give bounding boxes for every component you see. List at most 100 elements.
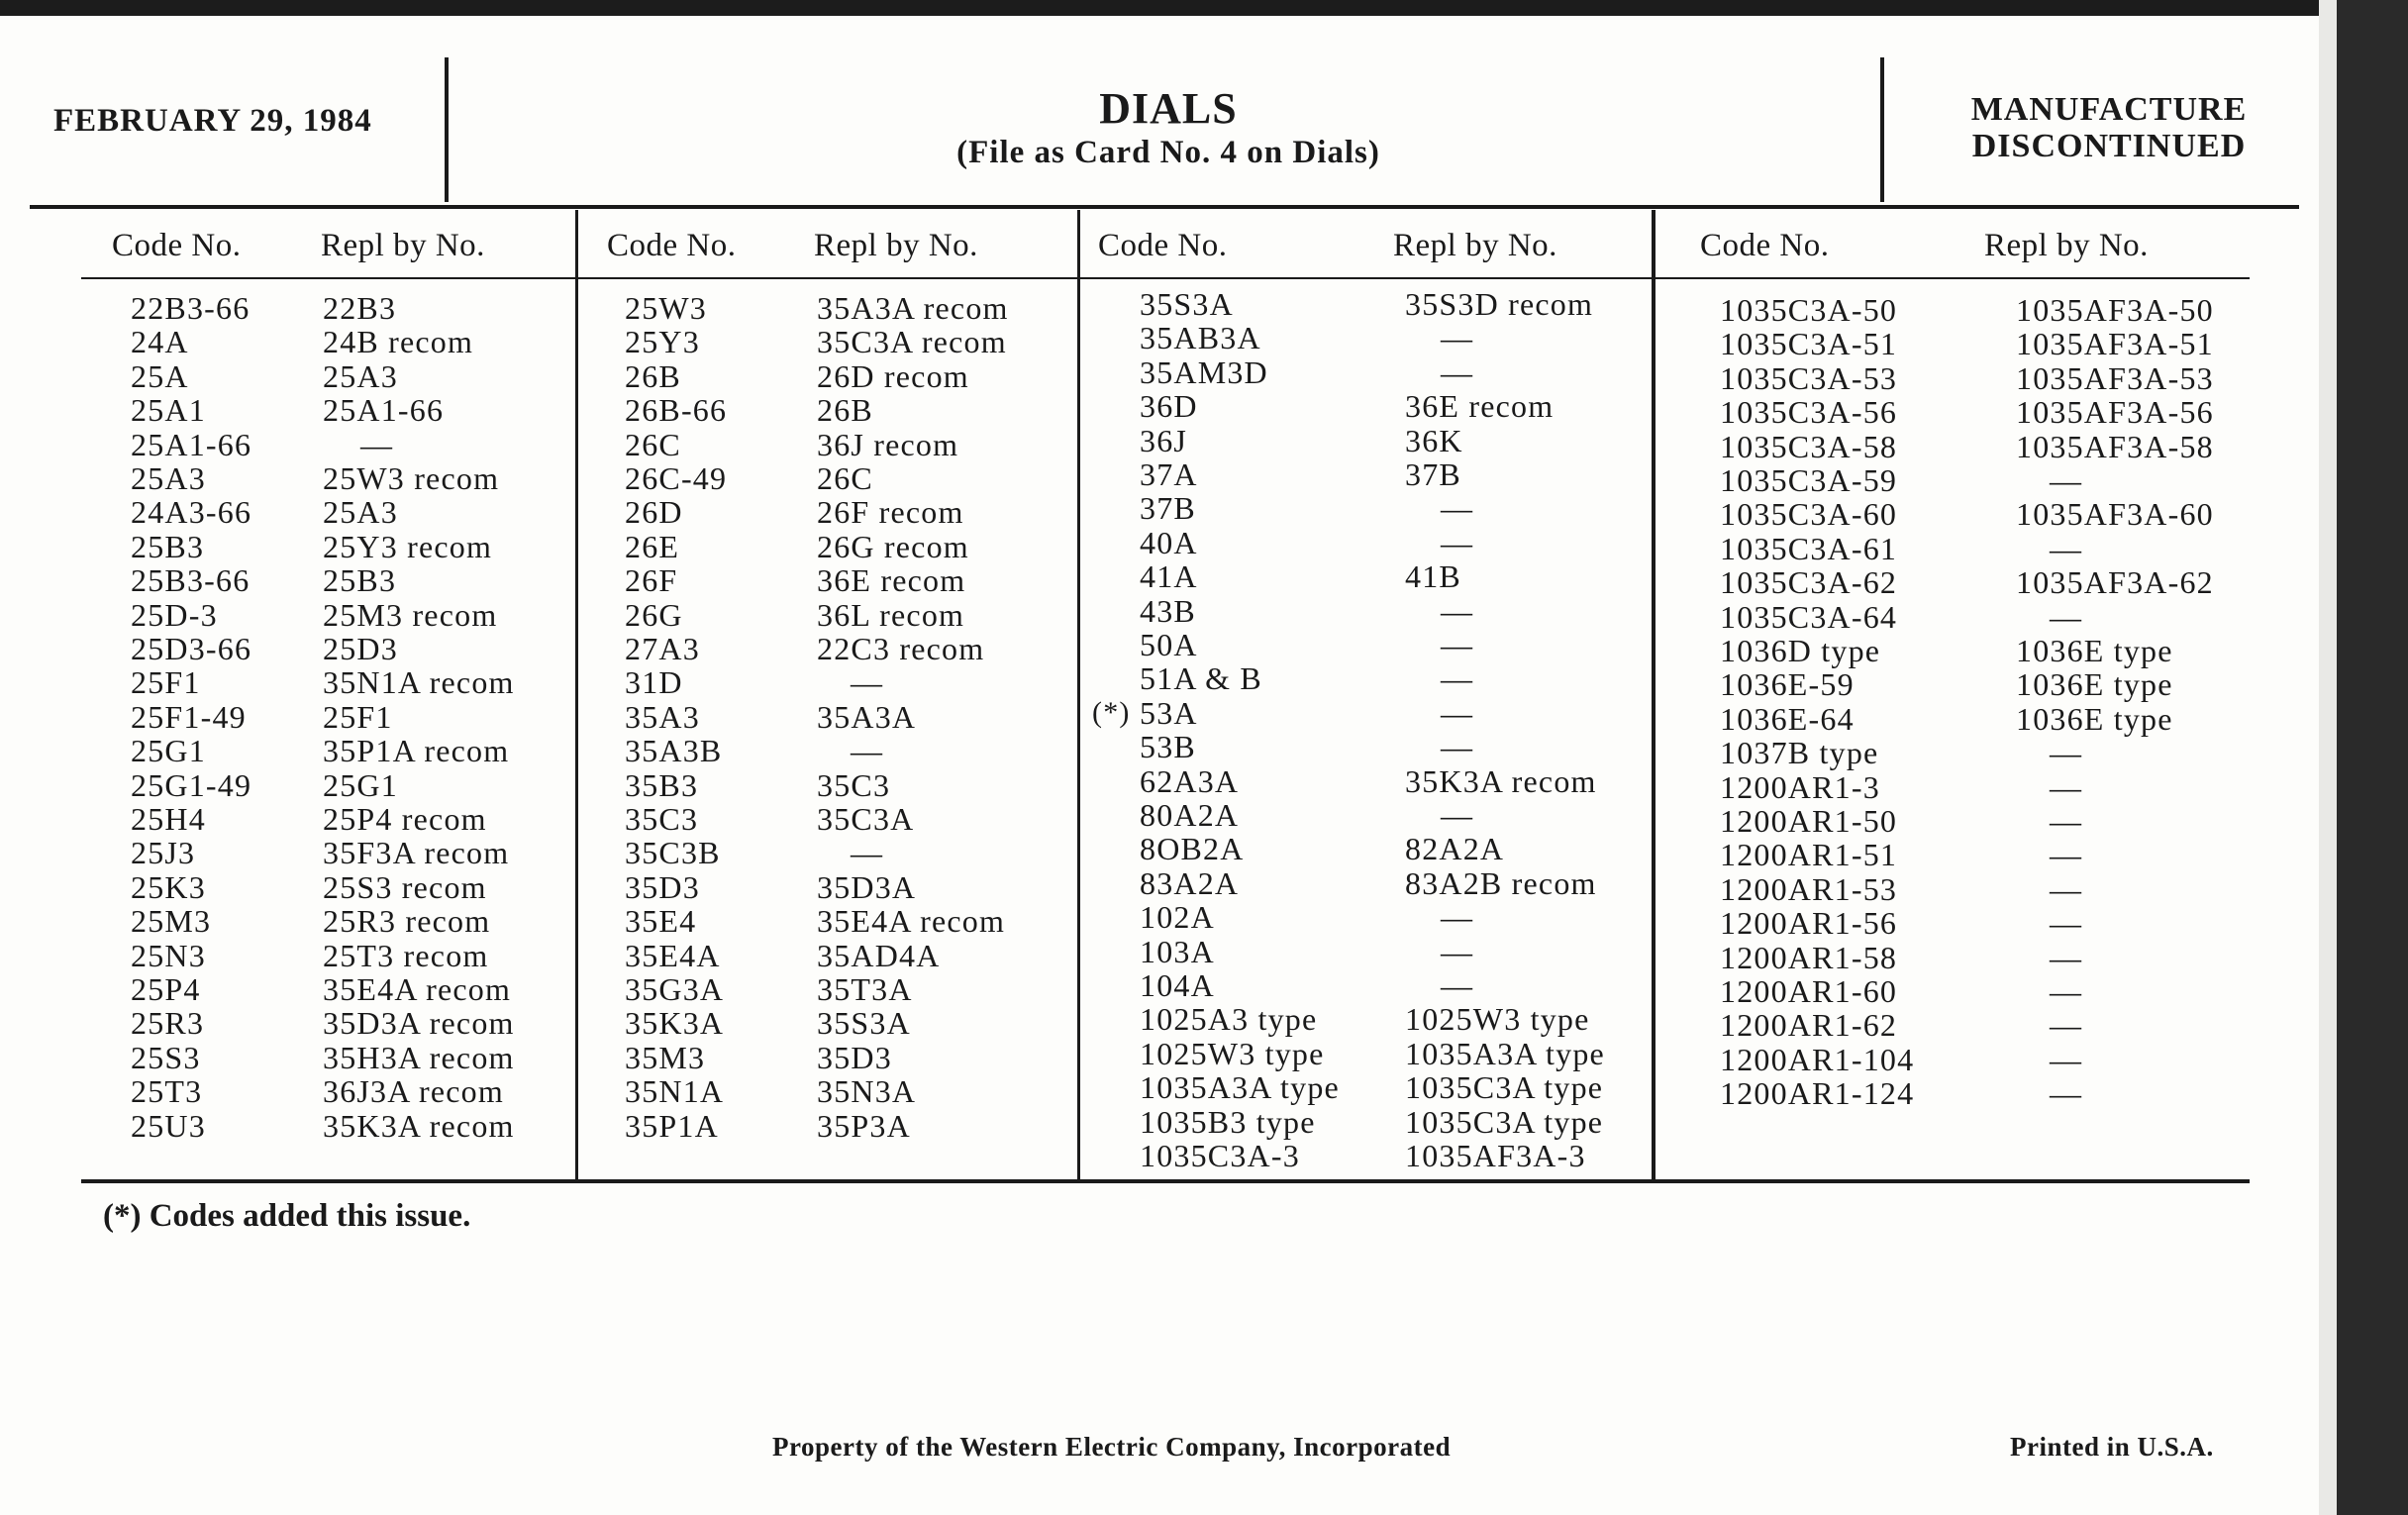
repl-by-no: 35S3A (817, 1005, 911, 1042)
repl-by-no: 36L recom (817, 596, 965, 633)
repl-by-no: — (1441, 524, 1474, 560)
repl-by-no: 1035AF3A-53 (2016, 359, 2214, 396)
code-no: 25A1-66 (131, 426, 252, 462)
code-no: 36D (1140, 388, 1198, 425)
code-no: 1035C3A-60 (1720, 496, 1898, 533)
header-rule (30, 205, 2299, 209)
repl-by-no: 1036E type (2016, 700, 2173, 737)
status-line-2: DISCONTINUED (1971, 128, 2247, 164)
code-no: 1200AR1-58 (1720, 939, 1898, 975)
code-no: 35C3B (625, 835, 721, 871)
repl-by-no: — (851, 835, 884, 871)
repl-by-no: 35P3A (817, 1107, 911, 1144)
code-no: 1035C3A-64 (1720, 598, 1898, 635)
header-divider-right (1880, 57, 1884, 202)
code-no: 25F1 (131, 664, 201, 701)
code-no: 25P4 (131, 971, 201, 1007)
repl-by-no: — (1441, 627, 1474, 662)
repl-by-no: 25Y3 recom (323, 528, 493, 564)
repl-by-no: 36J3A recom (323, 1073, 504, 1110)
code-no: 35D3 (625, 868, 700, 905)
code-no: 25A (131, 357, 189, 394)
repl-by-no: — (2050, 1007, 2083, 1044)
code-no: 1200AR1-60 (1720, 973, 1898, 1009)
code-no: 43B (1140, 592, 1196, 629)
repl-by-no: 35D3 (817, 1039, 892, 1075)
code-no: 53A (1140, 694, 1198, 731)
code-no: 1036D type (1720, 633, 1881, 668)
repl-by-no: 1035A3A type (1405, 1035, 1605, 1071)
footer-property: Property of the Western Electric Company… (772, 1432, 1452, 1462)
code-no: 1037B type (1720, 735, 1879, 771)
repl-by-no: 24B recom (323, 324, 474, 360)
column-header-rule (81, 277, 2250, 279)
repl-by-no: 25G1 (323, 766, 398, 803)
repl-by-no: — (2050, 768, 2083, 805)
code-no: 1035C3A-50 (1720, 292, 1898, 328)
repl-by-no: — (1441, 729, 1474, 765)
code-no: 83A2A (1140, 864, 1240, 901)
status-label: MANUFACTURE DISCONTINUED (1891, 91, 2327, 164)
repl-by-no: — (2050, 939, 2083, 975)
code-no: 26C-49 (625, 460, 728, 496)
repl-by-no: 25B3 (323, 562, 397, 599)
repl-by-no: 1036E type (2016, 633, 2173, 668)
column-divider-2 (1077, 210, 1080, 1181)
code-no: 26B-66 (625, 392, 728, 429)
repl-by-no: — (1441, 320, 1474, 356)
column-divider-3 (1652, 210, 1656, 1181)
repl-by-no: 35A3A (817, 698, 917, 735)
repl-by-no: 25S3 recom (323, 868, 487, 905)
repl-by-no: 35H3A recom (323, 1039, 515, 1075)
repl-by-no: — (2050, 598, 2083, 635)
issue-date: FEBRUARY 29, 1984 (53, 103, 372, 139)
repl-by-no: 26F recom (817, 494, 964, 531)
code-no: 80A2A (1140, 797, 1240, 833)
repl-by-no: 37B (1405, 456, 1461, 492)
code-no: 25W3 (625, 290, 708, 326)
repl-by-no: 1035AF3A-56 (2016, 394, 2214, 431)
repl-by-no: 26B (817, 392, 873, 429)
code-no: 25K3 (131, 868, 206, 905)
repl-by-no: — (2050, 870, 2083, 907)
code-no: 35AB3A (1140, 320, 1261, 356)
code-no: 1200AR1-124 (1720, 1075, 1915, 1112)
repl-by-no: 35C3 (817, 766, 891, 803)
code-no: 1035C3A-3 (1140, 1138, 1300, 1173)
code-no: 25S3 (131, 1039, 201, 1075)
repl-by-no: 36E recom (1405, 388, 1555, 425)
code-no: 35K3A (625, 1005, 725, 1042)
scan-top-border (0, 0, 2408, 16)
repl-by-no: 26D recom (817, 357, 969, 394)
code-no: 1025W3 type (1140, 1035, 1325, 1071)
repl-by-no: 35K3A recom (1405, 762, 1597, 799)
repl-by-no: 82A2A (1405, 831, 1505, 867)
code-no: 25H4 (131, 801, 206, 837)
repl-by-no: 25T3 recom (323, 937, 489, 973)
repl-by-no: — (2050, 803, 2083, 839)
repl-by-no: 35K3A recom (323, 1107, 515, 1144)
repl-by-no: — (2050, 462, 2083, 498)
repl-by-no: 35C3A (817, 801, 915, 837)
code-no: 35AM3D (1140, 354, 1268, 390)
code-no: 26E (625, 528, 680, 564)
table-bottom-rule (81, 1179, 2250, 1183)
repl-by-no: — (2050, 905, 2083, 942)
repl-by-no: 25A1-66 (323, 392, 445, 429)
repl-by-no: — (1441, 899, 1474, 936)
code-no: 1200AR1-51 (1720, 837, 1898, 873)
code-no: 102A (1140, 899, 1215, 936)
code-no: 1200AR1-3 (1720, 768, 1880, 805)
repl-by-no: 1035C3A type (1405, 1069, 1604, 1106)
repl-by-no: 1035AF3A-50 (2016, 292, 2214, 328)
code-no: 25R3 (131, 1005, 205, 1042)
code-no: 25B3 (131, 528, 205, 564)
repl-by-no: 35D3A (817, 868, 917, 905)
repl-by-no: 83A2B recom (1405, 864, 1597, 901)
code-no: 22B3-66 (131, 290, 251, 326)
code-no: 35E4 (625, 903, 697, 940)
repl-by-no: 35N3A (817, 1073, 917, 1110)
column-header-repl: Repl by No. (321, 228, 485, 263)
code-no: 37A (1140, 456, 1198, 492)
repl-by-no: 22C3 recom (817, 631, 985, 666)
